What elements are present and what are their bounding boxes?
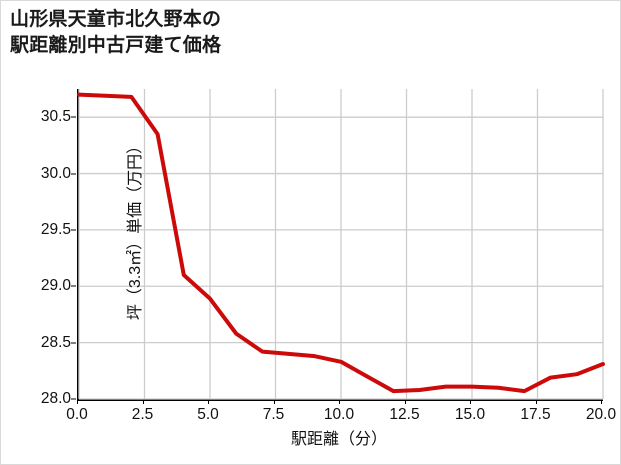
y-tick-mark: [71, 398, 76, 400]
y-tick-mark: [71, 342, 76, 344]
chart-title-line-2: 駅距離別中古戸建て価格: [10, 35, 222, 56]
y-axis-label: 坪（3.3㎡）単価（万円）: [127, 137, 144, 321]
y-tick-label: 30.5: [40, 108, 71, 126]
y-tick-label: 30.0: [40, 164, 71, 182]
y-tick-label: 28.0: [40, 390, 71, 407]
y-tick-mark: [71, 229, 76, 231]
x-tick-mark: [601, 399, 602, 404]
x-tick-label: 12.5: [389, 406, 420, 423]
x-tick-label: 7.5: [262, 406, 285, 423]
x-tick-mark: [77, 399, 78, 404]
data-line: [77, 92, 605, 394]
x-tick-mark: [273, 399, 275, 404]
data-line-series: [77, 92, 605, 394]
plot-area: 坪（3.3㎡）単価（万円）: [77, 89, 605, 401]
y-tick-label: 29.0: [40, 277, 71, 295]
x-tick-label: 20.0: [585, 406, 617, 423]
x-tick-label: 0.0: [66, 406, 88, 423]
y-tick-mark: [71, 285, 76, 287]
x-tick-mark: [470, 399, 471, 404]
y-tick-mark: [71, 116, 76, 118]
x-tick-mark: [404, 399, 406, 404]
x-tick-label: 17.5: [520, 406, 551, 423]
grid-lines: [78, 89, 604, 400]
x-tick-mark: [535, 399, 537, 404]
x-tick-label: 10.0: [323, 406, 355, 423]
y-tick-label: 28.5: [40, 333, 71, 351]
x-tick-label: 15.0: [454, 406, 486, 423]
x-tick-mark: [142, 399, 144, 404]
y-tick-label: 29.5: [40, 220, 71, 238]
y-tick-mark: [71, 173, 76, 175]
x-tick-label: 2.5: [131, 406, 154, 423]
y-axis-ticks: 28.0 28.5 29.0 29.5 30.0 30.5: [1, 89, 76, 407]
x-tick-label: 5.0: [197, 406, 219, 423]
chart-title: 山形県天童市北久野本の 駅距離別中古戸建て価格: [10, 7, 610, 59]
x-tick-mark: [208, 399, 209, 404]
x-axis-ticks: 0.0 2.5 5.0 7.5 10.0 12.5 15.0 17.5 20.0: [66, 399, 616, 439]
x-tick-mark: [339, 399, 340, 404]
x-axis-label: 駅距離（分）: [290, 431, 387, 448]
chart-title-line-1: 山形県天童市北久野本の: [10, 9, 222, 30]
